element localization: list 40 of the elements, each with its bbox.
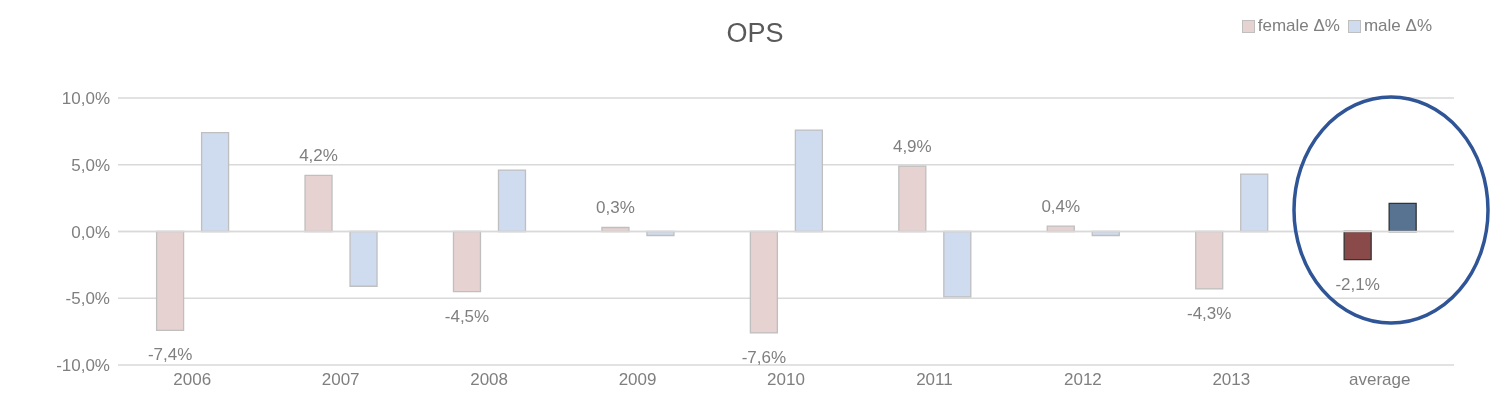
y-tick-label: -5,0%	[65, 289, 110, 309]
data-label: -7,4%	[147, 345, 193, 365]
data-label: -4,3%	[1187, 303, 1232, 323]
x-tick-label: 2008	[470, 370, 509, 390]
bar	[794, 129, 824, 233]
bar	[1388, 202, 1417, 233]
x-tick-label: 2010	[767, 370, 805, 390]
data-label: 4,9%	[892, 137, 932, 157]
bar	[898, 165, 927, 233]
bar	[155, 230, 185, 331]
chart-title: OPS	[726, 18, 784, 48]
bar	[349, 230, 378, 287]
y-tick-label: -10,0%	[56, 356, 110, 376]
bar	[749, 230, 779, 334]
data-label: 0,4%	[1041, 197, 1081, 217]
bar	[200, 132, 230, 233]
y-tick-label: 10,0%	[61, 89, 110, 109]
y-tick-label: 0,0%	[71, 222, 110, 242]
legend-label: female Δ%	[1257, 16, 1340, 36]
data-label: -2,1%	[1335, 274, 1380, 294]
data-label: 0,3%	[596, 198, 635, 218]
x-tick-label: 2007	[321, 370, 360, 390]
x-tick-label: 2009	[618, 370, 657, 390]
bar	[497, 169, 527, 233]
x-tick-label: 2006	[173, 370, 212, 390]
x-tick-label: 2013	[1212, 370, 1251, 390]
x-tick-label: 2011	[916, 370, 953, 390]
bar	[304, 174, 333, 233]
data-label: 4,2%	[299, 146, 338, 166]
bar	[1195, 230, 1224, 290]
data-label: -4,5%	[444, 306, 490, 326]
bar	[1240, 173, 1269, 233]
bar	[452, 230, 482, 293]
bar	[943, 230, 972, 298]
x-tick-label: average	[1349, 370, 1411, 390]
data-label: -7,6%	[741, 347, 787, 367]
y-tick-label: 5,0%	[71, 155, 110, 175]
bar	[1343, 230, 1372, 261]
x-tick-label: 2012	[1063, 370, 1102, 390]
legend-label: male Δ%	[1363, 16, 1432, 36]
